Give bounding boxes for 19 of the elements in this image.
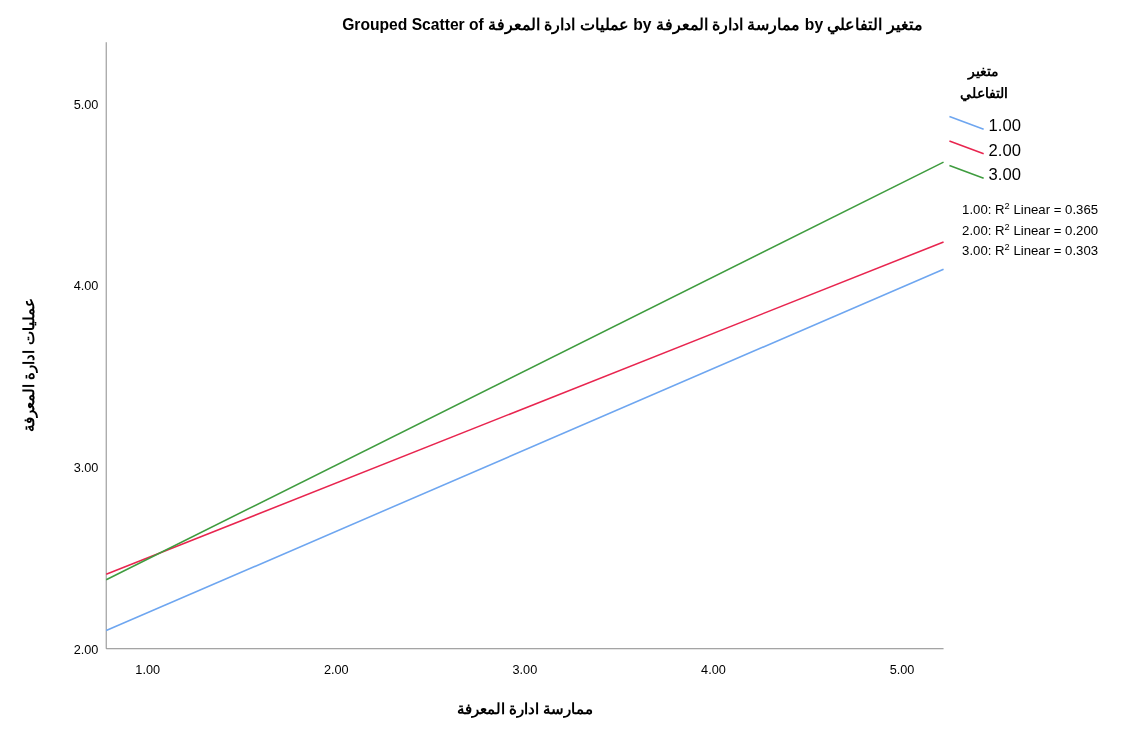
y-axis-title: عمليات ادارة المعرفة [20, 298, 38, 432]
x-tick-label: 4.00 [701, 662, 726, 678]
x-tick-label: 2.00 [323, 662, 349, 678]
legend-title: متغير التفاعلي [959, 64, 1008, 102]
x-axis-title: ممارسة ادارة المعرفة [456, 701, 593, 719]
x-tick-label: 1.00 [135, 662, 161, 678]
chart-title: Grouped Scatter of عمليات ادارة المعرفة by ممارسة ادارة المعرفة by متغير التفاعلي [342, 15, 923, 35]
legend-label: 3.00 [988, 165, 1021, 185]
text: 3.00: R$^{2}$ Linear = 0.303 [962, 242, 1099, 259]
y-tick-label: 2.00 [73, 641, 99, 657]
x-tick-label: 3.00 [512, 662, 538, 678]
legend-label: 1.00 [988, 116, 1021, 136]
legend-label: 2.00 [988, 140, 1021, 160]
y-tick-label: 5.00 [73, 96, 99, 112]
text: 2.00: R$^{2}$ Linear = 0.200 [962, 221, 1099, 238]
text: 1.00: R$^{2}$ Linear = 0.365 [962, 201, 1099, 218]
x-tick-label: 5.00 [889, 662, 915, 678]
y-tick-label: 4.00 [73, 278, 99, 294]
y-tick-label: 3.00 [73, 460, 99, 476]
